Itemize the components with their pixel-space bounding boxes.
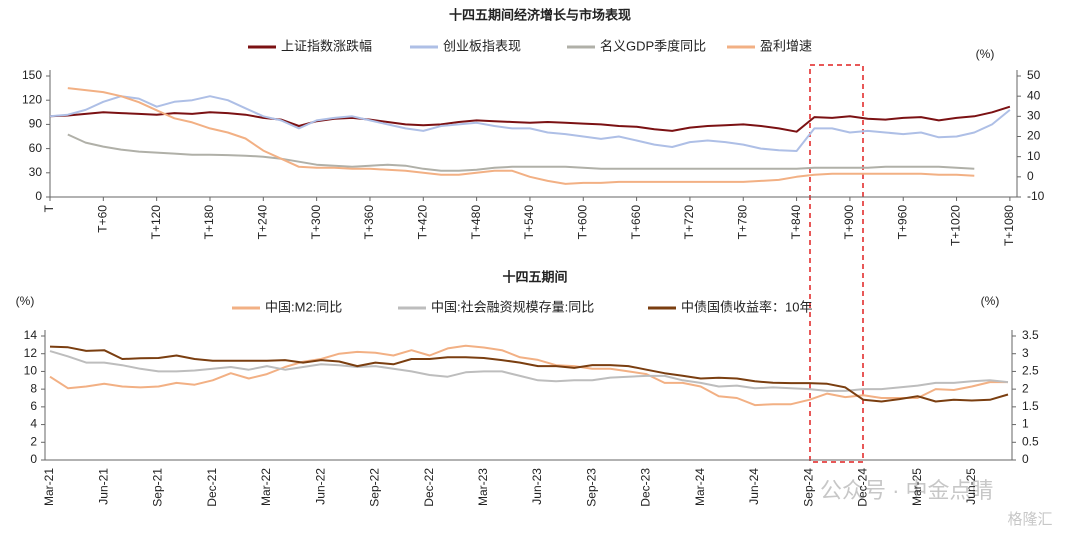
x-tick-label: T+480 [469, 205, 483, 240]
x-tick-label: T+60 [95, 205, 109, 233]
legend-label: 盈利增速 [760, 38, 812, 53]
x-tick-label: Dec-22 [422, 468, 436, 507]
y2-tick-label: 1.5 [1022, 399, 1039, 413]
y2-tick-label: 1 [1022, 417, 1029, 431]
x-tick-label: Mar-23 [476, 468, 490, 506]
y-unit: (%) [16, 294, 35, 308]
series-line [49, 344, 1008, 407]
y2-tick-label: 10 [1027, 149, 1041, 163]
x-tick-label: Sep-22 [368, 468, 382, 507]
x-tick-label: T+900 [842, 205, 856, 240]
y2-unit: (%) [981, 294, 1000, 308]
x-tick-label: Dec-23 [639, 468, 653, 507]
x-tick-label: T+720 [682, 205, 696, 240]
y2-tick-label: 0 [1022, 452, 1029, 466]
x-tick-label: T+420 [415, 205, 429, 240]
series-line [49, 95, 1011, 152]
x-tick-label: T+840 [789, 205, 803, 240]
y-tick-label: 6 [30, 399, 37, 413]
x-tick-label: Sep-24 [801, 468, 815, 507]
x-tick-label: T+1080 [1002, 205, 1016, 246]
y-tick-label: 30 [29, 165, 43, 179]
x-tick-label: T+360 [362, 205, 376, 240]
x-tick-label: Mar-24 [693, 468, 707, 506]
watermark-logo: 格隆汇 [1007, 511, 1052, 528]
series-line [67, 87, 975, 185]
y2-tick-label: 3.5 [1022, 328, 1039, 342]
x-tick-label: Mar-21 [42, 468, 56, 506]
y2-tick-label: 30 [1027, 109, 1041, 123]
x-tick-label: T+180 [202, 205, 216, 240]
series-line [67, 133, 975, 172]
x-tick-label: Jun-21 [96, 468, 110, 505]
series-line [49, 105, 1011, 133]
chart-title: 十四五期间经济增长与市场表现 [449, 7, 631, 22]
legend-label: 上证指数涨跌幅 [281, 38, 372, 53]
y2-tick-label: 0.5 [1022, 434, 1039, 448]
x-tick-label: T+240 [255, 205, 269, 240]
y-tick-label: 150 [22, 68, 42, 82]
watermark: 公众号 · 中金点睛 [820, 478, 994, 503]
y2-tick-label: 2.5 [1022, 364, 1039, 378]
x-tick-label: Mar-25 [910, 468, 924, 506]
y2-tick-label: -10 [1027, 189, 1045, 203]
legend-label: 中国:M2:同比 [265, 299, 342, 314]
x-tick-label: T+660 [629, 205, 643, 240]
legend-label: 名义GDP季度同比 [600, 38, 706, 53]
y2-tick-label: 3 [1022, 346, 1029, 360]
y-tick-label: 12 [24, 346, 38, 360]
y-tick-label: 4 [30, 417, 37, 431]
x-tick-label: T+300 [309, 205, 323, 240]
x-tick-label: T [42, 204, 56, 212]
x-tick-label: T+120 [149, 205, 163, 240]
x-tick-label: Dec-24 [856, 468, 870, 507]
y-tick-label: 2 [30, 434, 37, 448]
y2-unit: (%) [976, 47, 995, 61]
x-tick-label: Sep-21 [151, 468, 165, 507]
x-tick-label: T+960 [895, 205, 909, 240]
y2-tick-label: 50 [1027, 68, 1041, 82]
x-tick-label: T+780 [735, 205, 749, 240]
y2-tick-label: 2 [1022, 381, 1029, 395]
x-tick-label: Sep-23 [584, 468, 598, 507]
legend-label: 中债国债收益率：10年 [681, 299, 812, 314]
legend-label: 中国:社会融资规模存量:同比 [431, 299, 594, 314]
y-tick-label: 90 [29, 117, 43, 131]
x-tick-label: Mar-22 [259, 468, 273, 506]
y-tick-label: 0 [35, 189, 42, 203]
x-tick-label: T+600 [575, 205, 589, 240]
y-tick-label: 120 [22, 92, 42, 106]
y2-tick-label: 40 [1027, 88, 1041, 102]
legend-label: 创业板指表现 [443, 38, 521, 53]
x-tick-label: Dec-21 [205, 468, 219, 507]
y-tick-label: 14 [24, 328, 38, 342]
highlight-box [809, 64, 864, 463]
x-tick-label: T+540 [522, 205, 536, 240]
x-tick-label: Jun-25 [964, 468, 978, 505]
chart-title: 十四五期间 [502, 269, 567, 284]
x-tick-label: Jun-23 [530, 468, 544, 505]
y-tick-label: 0 [30, 452, 37, 466]
x-tick-label: T+1020 [949, 205, 963, 246]
x-tick-label: Jun-22 [313, 468, 327, 505]
y-tick-label: 8 [30, 381, 37, 395]
y2-tick-label: 20 [1027, 129, 1041, 143]
y-tick-label: 10 [24, 364, 38, 378]
x-tick-label: Jun-24 [747, 468, 761, 505]
y-tick-label: 60 [29, 141, 43, 155]
y2-tick-label: 0 [1027, 169, 1034, 183]
series-line [49, 345, 1009, 403]
